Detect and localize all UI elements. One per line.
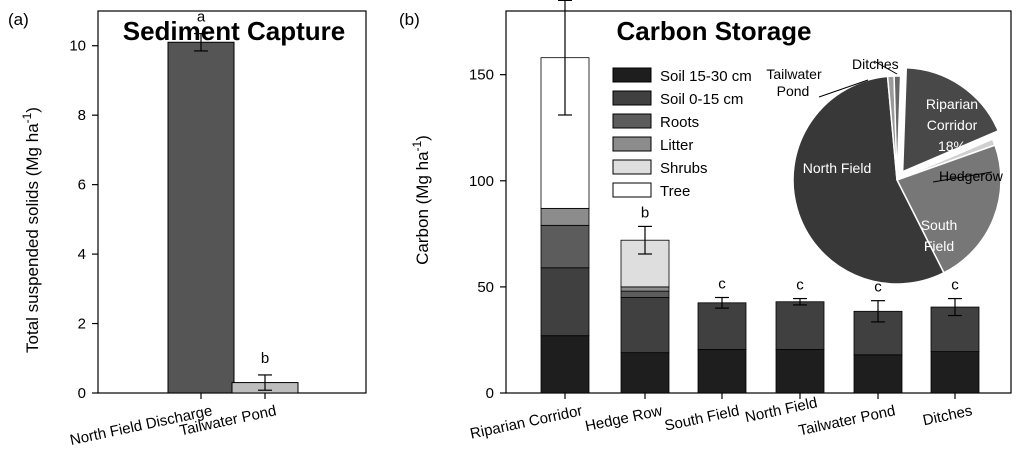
bar-segment-hedge-row-roots bbox=[620, 290, 670, 298]
pie-slice-north-field bbox=[792, 75, 945, 285]
panel-a-y-tick-label: 0 bbox=[78, 385, 86, 402]
pie-leader-ditches bbox=[873, 60, 898, 75]
panel-a-y-tick-label: 10 bbox=[69, 38, 86, 55]
panel-b-y-axis: 0 50 100 150 bbox=[469, 67, 506, 402]
legend-swatch-tree bbox=[612, 182, 652, 198]
inset-pie-chart: Ditches Tailwater Pond Riparian Corridor… bbox=[766, 56, 1004, 285]
bar-segment-riparian-corridor-soil-0-15-cm bbox=[540, 267, 590, 337]
bar-segment-hedge-row-soil-15-30-cm bbox=[620, 352, 670, 394]
panel-b-y-tick-label: 150 bbox=[469, 67, 494, 84]
legend-swatch-soil-15-30-cm bbox=[612, 67, 652, 83]
panel-a-label: (a) bbox=[8, 10, 29, 29]
panel-a-bars: ab bbox=[167, 9, 299, 394]
legend-swatch-soil-0-15-cm bbox=[612, 90, 652, 106]
legend-swatch-roots bbox=[612, 113, 652, 129]
legend-label-shrubs: Shrubs bbox=[660, 160, 708, 177]
bar-segment-hedge-row-soil-0-15-cm bbox=[620, 297, 670, 354]
bar-segment-riparian-corridor-litter bbox=[540, 207, 590, 226]
pie-label-ditches: Ditches bbox=[852, 56, 899, 72]
pie-label-north: North Field bbox=[803, 160, 871, 176]
panel-a-title: Sediment Capture bbox=[123, 16, 346, 46]
pie-label-riparian-pct: 18% bbox=[938, 138, 966, 154]
bar-north-field-discharge bbox=[167, 41, 235, 394]
pie-label-tailwater-line2: Pond bbox=[777, 83, 810, 99]
panel-a-y-tick-label: 8 bbox=[78, 107, 86, 124]
bar-segment-north-field-soil-0-15-cm bbox=[775, 301, 825, 350]
panel-b-category-riparian-corridor: Riparian Corridor bbox=[469, 402, 584, 442]
legend-label-soil-0-15-cm: Soil 0-15 cm bbox=[660, 91, 743, 108]
significance-label-north-field: c bbox=[796, 277, 804, 294]
significance-label-hedge-row: b bbox=[641, 204, 649, 221]
panel-b-category-ditches: Ditches bbox=[921, 402, 973, 429]
legend-label-litter: Litter bbox=[660, 137, 693, 154]
bar-segment-north-field-soil-15-30-cm bbox=[775, 349, 825, 394]
panel-b-y-axis-label: Carbon (Mg ha-1) bbox=[410, 135, 432, 265]
pie-label-south-line2: Field bbox=[924, 238, 954, 254]
bar-segment-south-field-soil-0-15-cm bbox=[697, 302, 747, 350]
pie-label-south-line1: South bbox=[921, 217, 958, 233]
significance-label-tailwater-pond: c bbox=[874, 279, 882, 296]
significance-label-north-field-discharge: a bbox=[197, 9, 206, 26]
bar-segment-tailwater-pond-soil-15-30-cm bbox=[853, 354, 903, 394]
panel-b-label: (b) bbox=[399, 10, 420, 29]
bar-segment-riparian-corridor-roots bbox=[540, 224, 590, 269]
panel-b-plot-frame bbox=[505, 10, 1012, 394]
panel-b-x-axis: Riparian Corridor Hedge Row South Field Nor… bbox=[469, 393, 974, 443]
pie-label-tailwater-line1: Tailwater bbox=[766, 66, 822, 82]
panel-a: (a) Sediment Capture Total suspended sol… bbox=[8, 9, 367, 449]
pie-label-hedgerow: Hedgerow bbox=[939, 168, 1004, 184]
pie-slice-riparian-corridor bbox=[901, 67, 1000, 173]
panel-b-y-tick-label: 50 bbox=[477, 279, 494, 296]
pie-leader-hedgerow bbox=[932, 171, 993, 183]
legend-swatch-shrubs bbox=[612, 159, 652, 175]
pie-label-riparian-line2: Corridor bbox=[927, 117, 978, 133]
panel-a-y-tick-label: 4 bbox=[78, 246, 86, 263]
legend-label-tree: Tree bbox=[660, 183, 690, 200]
significance-label-south-field: c bbox=[718, 276, 726, 293]
bar-segment-ditches-soil-15-30-cm bbox=[930, 351, 980, 394]
panel-b-title: Carbon Storage bbox=[616, 16, 811, 46]
pie-leader-tailwater bbox=[818, 79, 869, 98]
significance-label-tailwater-pond: b bbox=[261, 350, 269, 367]
panel-a-y-tick-label: 2 bbox=[78, 316, 86, 333]
pie-slice-south-field bbox=[895, 144, 1002, 274]
pie-slice-ditches bbox=[893, 75, 902, 181]
panel-b-category-hedge-row: Hedge Row bbox=[584, 402, 664, 435]
legend-label-soil-15-30-cm: Soil 15-30 cm bbox=[660, 68, 752, 85]
panel-a-y-tick-label: 6 bbox=[78, 177, 86, 194]
panel-b-y-tick-label: 0 bbox=[486, 385, 494, 402]
bar-segment-hedge-row-litter bbox=[620, 286, 670, 292]
bar-segment-riparian-corridor-soil-15-30-cm bbox=[540, 335, 590, 394]
panel-b-stacked-bars: abcccc bbox=[540, 0, 980, 394]
panel-b-y-tick-label: 100 bbox=[469, 173, 494, 190]
significance-label-ditches: c bbox=[951, 277, 959, 294]
panel-b-category-south-field: South Field bbox=[663, 402, 741, 434]
bar-segment-south-field-soil-15-30-cm bbox=[697, 349, 747, 394]
legend-label-roots: Roots bbox=[660, 114, 699, 131]
panel-a-y-axis-label: Total suspended solids (Mg ha-1) bbox=[20, 107, 42, 353]
panel-b: (b) Carbon Storage Carbon (Mg ha-1) 0 50 1… bbox=[399, 0, 1012, 443]
legend-swatch-litter bbox=[612, 136, 652, 152]
panel-a-y-axis: 0 2 4 6 8 10 bbox=[69, 38, 98, 402]
pie-label-riparian-line1: Riparian bbox=[926, 96, 978, 112]
panel-b-legend: Soil 15-30 cm Soil 0-15 cm Roots Litter Shru… bbox=[612, 67, 752, 200]
